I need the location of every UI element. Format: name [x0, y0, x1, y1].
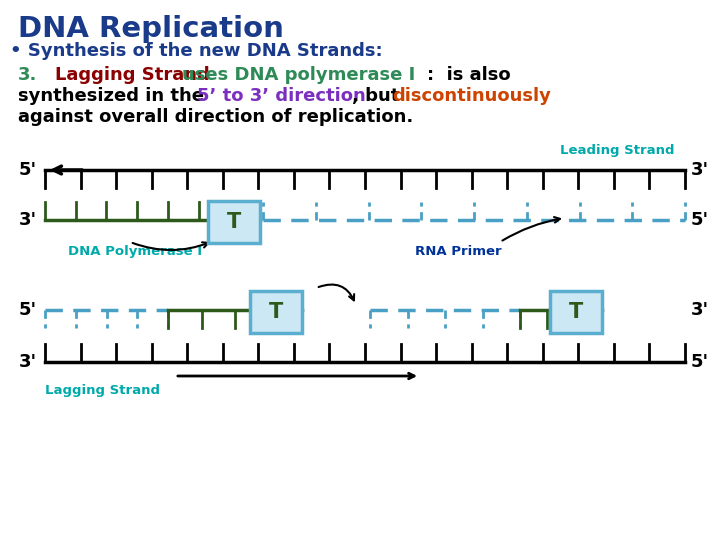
- Text: 5': 5': [19, 301, 37, 319]
- Text: uses DNA polymerase I: uses DNA polymerase I: [182, 66, 415, 84]
- Bar: [550, 291, 602, 333]
- Text: • Synthesis of the new DNA Strands:: • Synthesis of the new DNA Strands:: [10, 42, 382, 60]
- Text: DNA Replication: DNA Replication: [18, 15, 284, 43]
- Text: Lagging Strand: Lagging Strand: [55, 66, 210, 84]
- Text: discontinuously: discontinuously: [392, 87, 551, 105]
- Text: DNA Polymerase I: DNA Polymerase I: [68, 245, 202, 258]
- Text: 5': 5': [691, 211, 709, 229]
- Text: RNA Primer: RNA Primer: [415, 245, 502, 258]
- Text: 5': 5': [19, 161, 37, 179]
- Bar: [208, 201, 260, 243]
- Text: 5': 5': [691, 353, 709, 371]
- Text: T: T: [569, 302, 583, 322]
- Text: 3': 3': [691, 161, 709, 179]
- Text: T: T: [227, 212, 241, 232]
- Text: , but: , but: [352, 87, 405, 105]
- Text: Lagging Strand: Lagging Strand: [45, 384, 160, 397]
- Text: T: T: [269, 302, 283, 322]
- Text: Leading Strand: Leading Strand: [560, 144, 675, 157]
- Text: synthesized in the: synthesized in the: [18, 87, 210, 105]
- Text: against overall direction of replication.: against overall direction of replication…: [18, 108, 413, 126]
- Text: 5’ to 3’ direction: 5’ to 3’ direction: [197, 87, 366, 105]
- Text: 3': 3': [691, 301, 709, 319]
- Text: :  is also: : is also: [427, 66, 510, 84]
- Text: 3': 3': [19, 211, 37, 229]
- Text: 3': 3': [19, 353, 37, 371]
- Bar: [250, 291, 302, 333]
- Text: 3.: 3.: [18, 66, 37, 84]
